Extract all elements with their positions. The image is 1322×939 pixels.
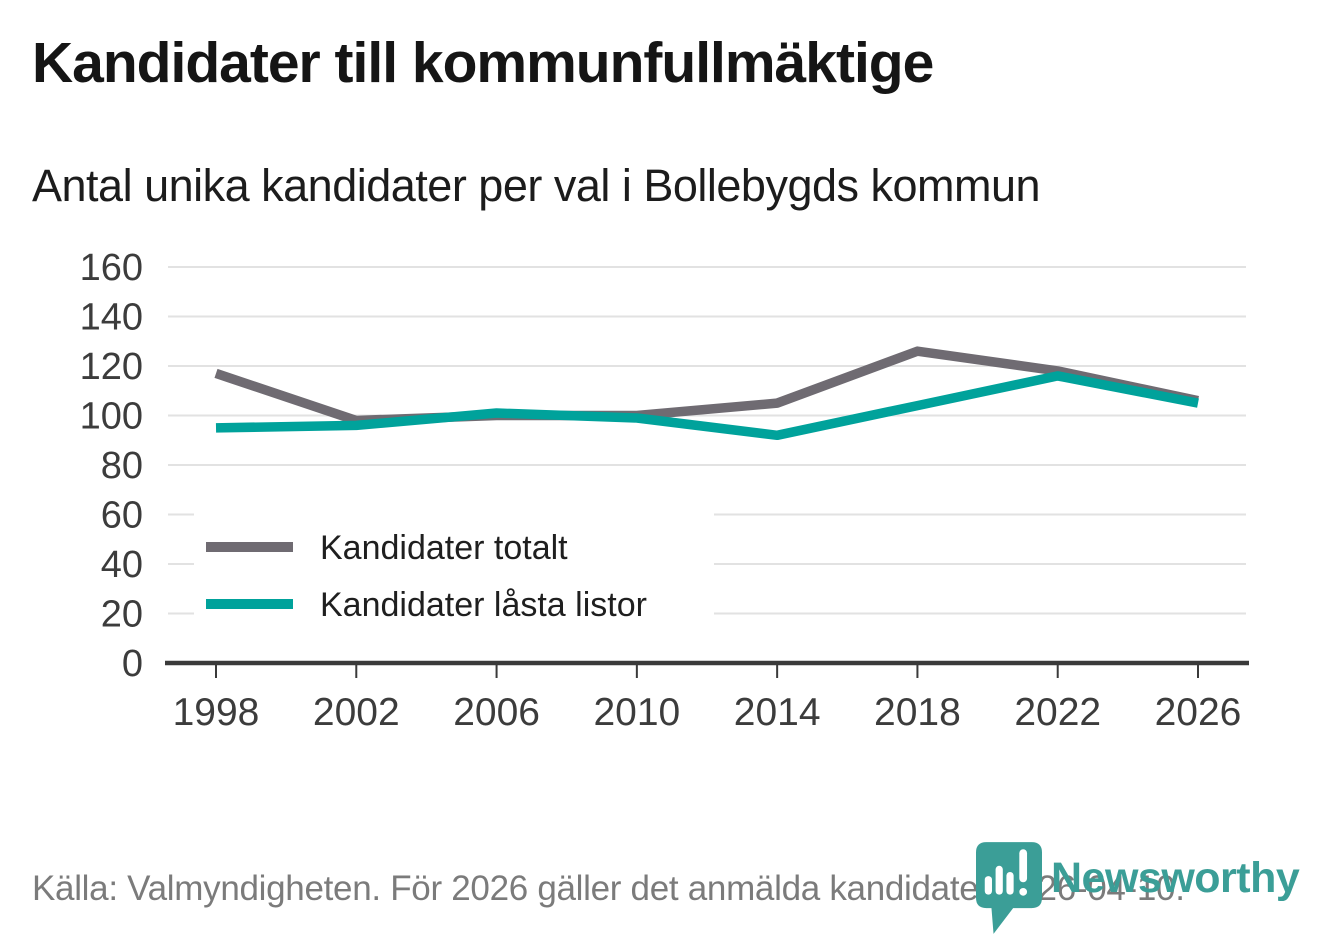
- page-subtitle: Antal unika kandidater per val i Bolleby…: [32, 160, 1041, 211]
- legend-label-lasta-listor: Kandidater låsta listor: [320, 586, 647, 624]
- x-tick-label: 2014: [734, 691, 821, 734]
- y-tick-label: 160: [80, 247, 143, 289]
- y-tick-label: 140: [80, 297, 143, 339]
- x-tick-label: 2010: [593, 691, 680, 734]
- x-tick-label: 2018: [874, 691, 961, 734]
- y-tick-label: 100: [80, 396, 143, 438]
- y-tick-label: 80: [101, 445, 143, 487]
- series-line-lasta-listor: [215, 371, 1199, 441]
- x-tick-label: 2022: [1014, 691, 1101, 734]
- newsworthy-pin-chart-icon: [976, 842, 1042, 934]
- y-tick-label: 0: [122, 643, 143, 685]
- page-title: Kandidater till kommunfullmäktige: [32, 31, 934, 95]
- x-tick-label: 2002: [313, 691, 400, 734]
- newsworthy-wordmark: Newsworthy: [1051, 854, 1300, 902]
- y-tick-label: 20: [101, 594, 143, 636]
- x-tick-label: 2026: [1155, 691, 1242, 734]
- newsworthy-logo: Newsworthy: [976, 842, 1300, 937]
- x-tick-label: 2006: [453, 691, 540, 734]
- y-tick-label: 40: [101, 544, 143, 586]
- legend-label-totalt: Kandidater totalt: [320, 529, 568, 567]
- y-tick-label: 120: [80, 346, 143, 388]
- y-tick-label: 60: [101, 495, 143, 537]
- legend-background: [194, 508, 714, 640]
- x-tick-label: 1998: [173, 691, 260, 734]
- series-line-totalt: [214, 346, 1199, 426]
